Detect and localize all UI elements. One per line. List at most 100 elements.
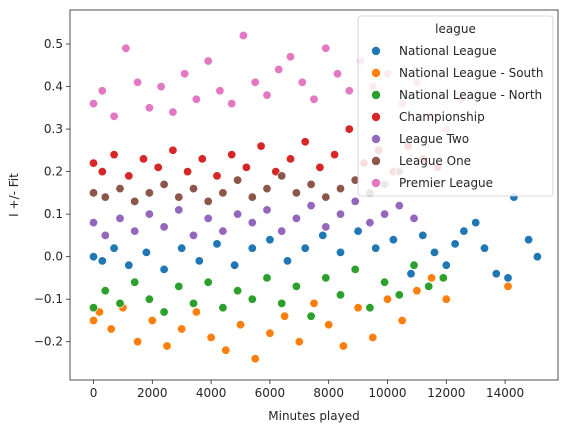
data-point <box>197 154 207 164</box>
data-point <box>191 307 201 317</box>
data-point <box>332 69 342 79</box>
data-point <box>130 196 140 206</box>
data-point <box>156 82 166 92</box>
legend-marker <box>371 46 381 56</box>
legend-marker <box>371 156 381 166</box>
data-point <box>291 281 301 291</box>
data-point <box>159 307 169 317</box>
data-point <box>277 298 287 308</box>
data-point <box>309 94 319 104</box>
x-tick-label: 12000 <box>427 386 465 400</box>
data-point <box>144 294 154 304</box>
data-point <box>285 52 295 62</box>
data-point <box>236 320 246 330</box>
data-point <box>353 226 363 236</box>
data-point <box>168 145 178 155</box>
data-point <box>388 235 398 245</box>
data-point <box>280 311 290 321</box>
data-point <box>262 90 272 100</box>
data-point <box>144 188 154 198</box>
data-point <box>300 137 310 147</box>
data-point <box>144 209 154 219</box>
plot-frame <box>69 9 559 381</box>
legend-label: National League - North <box>399 88 542 102</box>
data-point <box>382 294 392 304</box>
legend-title: league <box>435 22 476 36</box>
data-point <box>321 273 331 283</box>
data-point <box>427 273 437 283</box>
legend-label: National League - South <box>399 66 543 80</box>
y-tick-label: 0.1 <box>44 207 63 221</box>
data-point <box>368 332 378 342</box>
y-tick-label: −0.1 <box>34 292 63 306</box>
data-point <box>203 196 213 206</box>
data-point <box>130 277 140 287</box>
data-point <box>89 158 99 168</box>
data-point <box>159 222 169 232</box>
data-point <box>438 273 448 283</box>
data-point <box>318 230 328 240</box>
data-point <box>218 188 228 198</box>
data-point <box>247 294 257 304</box>
x-tick-label: 2000 <box>137 386 168 400</box>
data-point <box>306 201 316 211</box>
data-point <box>238 30 248 40</box>
data-point <box>282 256 292 266</box>
data-point <box>203 213 213 223</box>
data-point <box>450 239 460 249</box>
y-axis: −0.2 −0.1 0.0 0.1 0.2 0.3 0.4 0.5 <box>34 37 70 349</box>
data-point <box>89 315 99 325</box>
data-point <box>109 150 119 160</box>
series-league-two <box>89 196 419 240</box>
data-point <box>97 256 107 266</box>
data-point <box>121 43 131 53</box>
data-point <box>191 94 201 104</box>
data-point <box>100 230 110 240</box>
data-point <box>335 247 345 257</box>
data-point <box>141 247 151 257</box>
data-point <box>189 184 199 194</box>
data-point <box>300 243 310 253</box>
data-point <box>180 69 190 79</box>
data-point <box>277 171 287 181</box>
data-point <box>89 188 99 198</box>
data-point <box>115 184 125 194</box>
data-point <box>218 226 228 236</box>
data-point <box>274 65 284 75</box>
legend-label: National League <box>399 44 497 58</box>
data-point <box>424 281 434 291</box>
y-tick-label: 0.2 <box>44 165 63 179</box>
x-tick-label: 6000 <box>255 386 286 400</box>
data-point <box>330 150 340 160</box>
data-point <box>227 150 237 160</box>
data-point <box>338 341 348 351</box>
data-point <box>194 256 204 266</box>
y-tick-label: 0.0 <box>44 250 63 264</box>
data-point <box>409 260 419 270</box>
data-point <box>130 226 140 236</box>
data-point <box>256 141 266 151</box>
series-national-league-south <box>89 273 513 364</box>
data-point <box>233 209 243 219</box>
legend-box <box>357 15 554 197</box>
data-point <box>97 86 107 96</box>
data-point <box>479 243 489 253</box>
data-point <box>124 260 134 270</box>
data-point <box>441 294 451 304</box>
data-point <box>441 260 451 270</box>
data-point <box>397 315 407 325</box>
x-tick-label: 4000 <box>196 386 227 400</box>
data-point <box>321 222 331 232</box>
legend-label: Premier League <box>399 176 493 190</box>
data-point <box>89 218 99 228</box>
data-point <box>324 320 334 330</box>
y-tick-label: 0.5 <box>44 37 63 51</box>
data-point <box>291 188 301 198</box>
data-point <box>206 332 216 342</box>
legend: league National League National League - S… <box>357 15 554 197</box>
data-point <box>89 252 99 262</box>
data-point <box>212 171 222 181</box>
data-point <box>174 192 184 202</box>
